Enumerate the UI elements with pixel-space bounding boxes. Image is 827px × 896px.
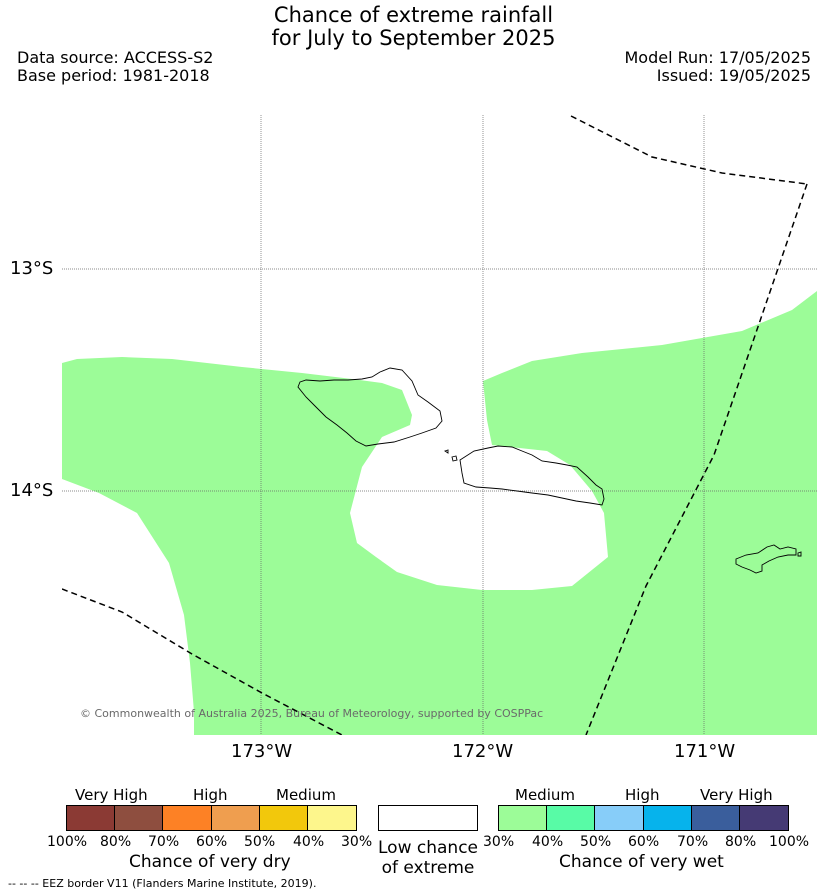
wet-swatch-30-40 [499, 806, 548, 830]
data-source-label: Data source: ACCESS-S2 [17, 48, 214, 67]
lon-label-173w: 173°W [231, 741, 293, 762]
wet-tick-70: 70% [677, 834, 709, 850]
lat-label-13s: 13°S [10, 258, 54, 279]
wet-tick-60: 60% [628, 834, 660, 850]
low-chance-caption-line-2: of extreme [381, 858, 475, 878]
wet-high-label: High [625, 786, 660, 804]
eez-border-note: -- -- -- EEZ border V11 (Flanders Marine… [8, 877, 317, 890]
wet-swatch-50-60 [595, 806, 644, 830]
low-chance-caption-line-1: Low chance [378, 838, 478, 858]
wet-tick-80: 80% [725, 834, 757, 850]
wet-tick-100: 100% [769, 834, 810, 850]
wet-colorbar [498, 805, 789, 831]
lon-label-172w: 172°W [452, 741, 514, 762]
dry-tick-100: 100% [47, 834, 88, 850]
issued-date-label: Issued: 19/05/2025 [656, 66, 811, 85]
dry-tick-30: 30% [341, 834, 373, 850]
dry-high-label: High [193, 786, 228, 804]
wet-caption: Chance of very wet [559, 852, 724, 872]
savaii-island-outline [297, 367, 443, 447]
eez-border-southwest [62, 588, 343, 735]
low-chance-caption: Low chance of extreme [368, 838, 488, 878]
gridlines [62, 115, 817, 735]
wet-medium-region [62, 291, 817, 735]
wet-swatch-70-80 [691, 806, 740, 830]
lat-label-14s: 14°S [10, 480, 54, 501]
dry-tick-60: 60% [196, 834, 228, 850]
dry-swatch-60-50 [211, 806, 260, 830]
model-run-label: Model Run: 17/05/2025 [624, 48, 812, 67]
map-title-line-2: for July to September 2025 [271, 26, 556, 50]
dry-caption: Chance of very dry [129, 852, 291, 872]
dry-colorbar [66, 805, 357, 831]
dry-very-high-label: Very High [75, 786, 148, 804]
wet-tick-50: 50% [580, 834, 612, 850]
map-credit: © Commonwealth of Australia 2025, Bureau… [80, 707, 544, 720]
dry-tick-80: 80% [100, 834, 132, 850]
dry-medium-label: Medium [276, 786, 336, 804]
wet-swatch-60-70 [643, 806, 692, 830]
apolima-islet-outline [451, 455, 458, 462]
dry-tick-40: 40% [293, 834, 325, 850]
base-period-label: Base period: 1981-2018 [17, 66, 210, 85]
dry-tick-50: 50% [244, 834, 276, 850]
wet-swatch-40-50 [547, 806, 596, 830]
eez-border-north [570, 115, 808, 185]
dry-swatch-40-30 [307, 806, 356, 830]
upolu-island-outline [459, 445, 605, 506]
wet-swatch-80-100 [739, 806, 788, 830]
wet-very-high-label: Very High [700, 786, 773, 804]
manono-islet-outline [443, 449, 449, 454]
dry-tick-70: 70% [148, 834, 180, 850]
wet-tick-40: 40% [532, 834, 564, 850]
lon-label-171w: 171°W [674, 741, 736, 762]
dry-swatch-70-60 [163, 806, 212, 830]
eez-border-east [585, 183, 808, 735]
wet-medium-label: Medium [515, 786, 575, 804]
tutuila-island-outline [735, 544, 797, 574]
map-canvas [62, 115, 817, 735]
dry-swatch-100-80 [67, 806, 116, 830]
wet-tick-30: 30% [483, 834, 515, 850]
low-chance-swatch [378, 805, 478, 831]
aunuu-islet-outline [797, 551, 802, 557]
dry-swatch-80-70 [115, 806, 164, 830]
map-title-line-1: Chance of extreme rainfall [273, 3, 554, 27]
dry-swatch-50-40 [259, 806, 308, 830]
